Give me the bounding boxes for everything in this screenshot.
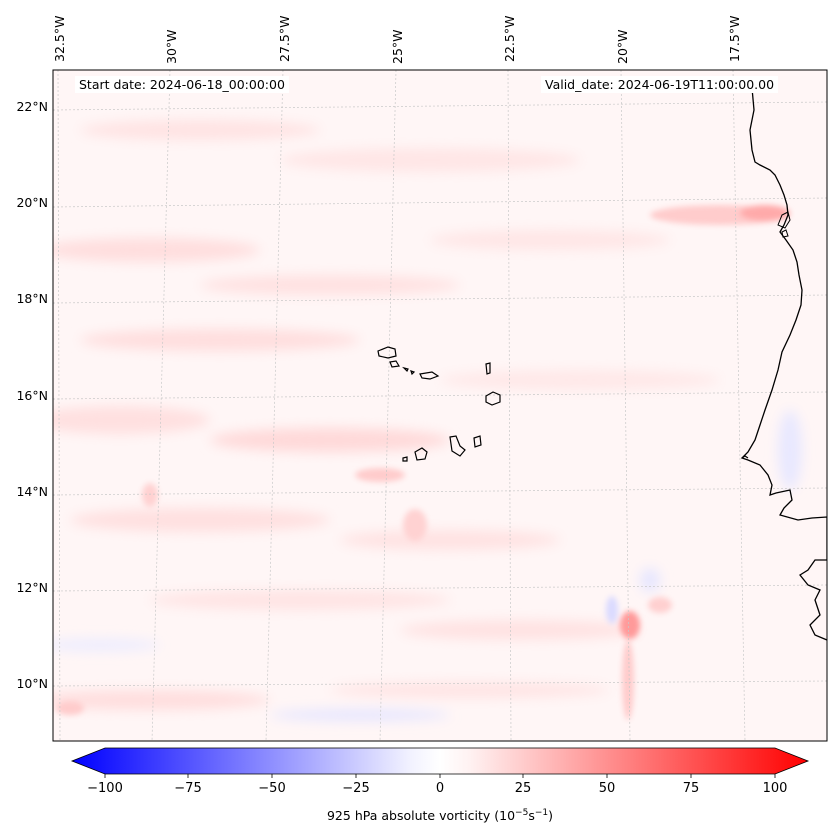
colorbar-label-suffix: ) — [548, 808, 553, 824]
graticule — [53, 70, 827, 741]
vorticity-field — [53, 70, 827, 741]
colorbar-tick-minus-50: −50 — [258, 781, 286, 796]
colorbar-tick-25: 25 — [514, 781, 532, 796]
lat-label-18n: 18°N — [16, 291, 48, 306]
map-frame — [52, 69, 828, 742]
valid-date-label: Valid_date: 2024-06-19T11:00:00.00 — [541, 76, 779, 93]
colorbar-label-prefix: 925 hPa absolute vorticity (10 — [326, 808, 516, 824]
colorbar-tick-0: 0 — [435, 781, 445, 796]
colorbar-label-exp1: −5 — [515, 808, 529, 818]
cape-verde-islands — [377, 346, 501, 462]
lat-label-10n: 10°N — [16, 676, 48, 691]
lon-label-17-5w: 17.5°W — [727, 15, 742, 62]
lat-label-16n: 16°N — [16, 388, 48, 403]
lon-label-32-5w: 32.5°W — [52, 15, 67, 62]
colorbar-tick-minus-100: −100 — [87, 781, 123, 796]
lat-label-20n: 20°N — [16, 195, 48, 210]
colorbar-tick-minus-25: −25 — [342, 781, 370, 796]
lon-label-22-5w: 22.5°W — [502, 15, 517, 62]
start-date-label: Start date: 2024-06-18_00:00:00 — [75, 76, 289, 93]
colorbar-tick-75: 75 — [682, 781, 700, 796]
colorbar-label-mid: s — [528, 808, 535, 824]
lon-label-20w: 20°W — [615, 29, 630, 64]
lat-label-14n: 14°N — [16, 484, 48, 499]
colorbar-label-exp2: −1 — [534, 808, 549, 818]
lon-label-27-5w: 27.5°W — [277, 15, 292, 62]
lat-label-22n: 22°N — [16, 99, 48, 114]
colorbar-label: 925 hPa absolute vorticity (10−5s−1) — [0, 808, 837, 823]
colorbar-tick-100: 100 — [762, 781, 788, 796]
colorbar-tick-50: 50 — [598, 781, 616, 796]
colorbar-tick-minus-75: −75 — [174, 781, 202, 796]
cape-verde-dakar-outline — [741, 455, 749, 459]
colorbar — [70, 747, 810, 778]
lon-label-25w: 25°W — [390, 29, 405, 64]
lon-label-30w: 30°W — [164, 29, 179, 64]
africa-coastline — [740, 87, 827, 641]
lat-label-12n: 12°N — [16, 580, 48, 595]
